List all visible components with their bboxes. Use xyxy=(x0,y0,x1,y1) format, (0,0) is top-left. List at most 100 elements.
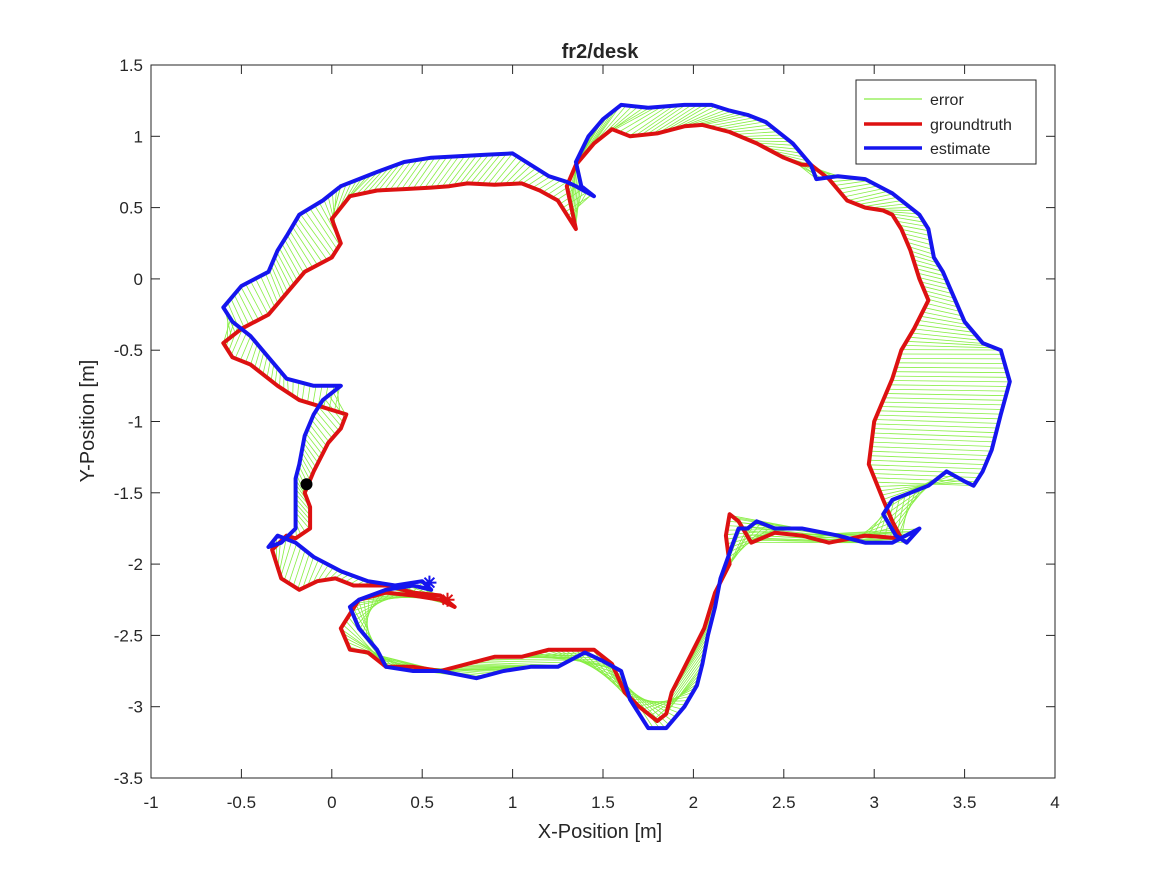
error-segment xyxy=(312,385,317,405)
start-point-marker xyxy=(300,478,313,491)
error-segment xyxy=(575,183,582,229)
error-segment xyxy=(922,285,953,294)
error-segment xyxy=(627,694,683,710)
error-segment xyxy=(696,113,744,126)
error-segment xyxy=(872,473,979,478)
series-lines xyxy=(221,102,1012,731)
error-segment xyxy=(896,220,927,227)
error-segment xyxy=(307,559,319,586)
error-segment xyxy=(312,561,324,584)
error-segment xyxy=(363,598,370,641)
y-tick-label: -2.5 xyxy=(114,626,143,645)
error-segment xyxy=(663,104,710,133)
error-segment xyxy=(890,213,922,219)
error-segment xyxy=(237,290,255,323)
error-segment xyxy=(870,468,982,474)
error-segment xyxy=(924,290,955,299)
error-segment xyxy=(750,140,791,143)
legend-label-groundtruth: groundtruth xyxy=(930,117,1012,134)
error-segment xyxy=(254,347,261,368)
error-segment xyxy=(880,406,1003,410)
error-segment xyxy=(920,315,968,325)
error-segment xyxy=(547,181,568,196)
error-segment xyxy=(920,281,951,290)
error-segment xyxy=(295,498,311,516)
error-segment xyxy=(301,383,305,402)
error-segment xyxy=(869,455,988,461)
error-segment xyxy=(708,117,755,127)
error-segment xyxy=(889,384,1009,387)
error-segment xyxy=(918,320,971,329)
error-segment xyxy=(234,332,247,359)
error-segment xyxy=(230,298,245,328)
error-segment xyxy=(926,294,957,303)
x-tick-label: -1 xyxy=(143,793,158,812)
error-segment xyxy=(299,460,311,481)
error-segment xyxy=(924,307,963,317)
error-segment xyxy=(270,265,285,296)
error-segment xyxy=(884,397,1005,401)
error-segment xyxy=(927,298,959,308)
error-segment xyxy=(499,159,523,185)
error-segment xyxy=(358,600,374,645)
error-segment xyxy=(294,222,323,263)
error-segment xyxy=(713,119,760,129)
error-segment xyxy=(284,239,304,274)
error-segment xyxy=(297,553,310,590)
error-segment xyxy=(537,178,556,191)
y-tick-label: 0.5 xyxy=(119,199,143,218)
error-segment xyxy=(875,419,999,424)
error-segment xyxy=(470,154,495,184)
y-axis-label: Y-Position [m] xyxy=(77,360,99,483)
error-segment xyxy=(336,388,341,413)
error-segment xyxy=(901,228,930,236)
y-axis-ticks: -3.5 -3 -2.5 -2 -1.5 -1 -0.5 0 0.5 1 1.5 xyxy=(114,56,1055,788)
error-segment xyxy=(245,283,264,318)
error-segment xyxy=(906,241,933,250)
error-segment xyxy=(640,104,686,136)
error-segment xyxy=(895,366,1006,369)
error-segment xyxy=(667,660,704,709)
error-segment xyxy=(872,437,994,443)
error-segment xyxy=(296,217,328,261)
error-segment xyxy=(406,157,430,190)
error-segment xyxy=(250,281,269,315)
error-segment xyxy=(646,104,692,135)
chart-title: fr2/desk xyxy=(562,41,640,63)
error-segment xyxy=(359,593,381,630)
error-segment xyxy=(522,170,541,184)
x-axis-label: X-Position [m] xyxy=(538,821,662,843)
error-segment xyxy=(900,492,911,539)
error-segment xyxy=(624,691,680,714)
x-tick-label: 3 xyxy=(869,793,878,812)
y-tick-label: 1.5 xyxy=(119,56,143,75)
error-segment xyxy=(288,546,302,584)
error-segment xyxy=(893,216,925,223)
error-segment xyxy=(873,423,998,429)
error-segment xyxy=(834,180,869,186)
error-segment xyxy=(904,345,995,349)
error-segment xyxy=(441,155,466,188)
error-segment xyxy=(894,371,1008,374)
error-segment xyxy=(882,401,1004,406)
error-segment xyxy=(266,359,271,378)
y-tick-label: -1 xyxy=(128,413,143,432)
error-segment xyxy=(295,512,310,530)
error-segment xyxy=(250,343,258,365)
error-segment xyxy=(245,339,255,363)
x-tick-label: 0.5 xyxy=(410,793,434,812)
error-segment xyxy=(755,142,795,146)
error-segment xyxy=(493,156,518,185)
error-segment xyxy=(274,256,292,289)
error-segment xyxy=(765,147,802,154)
error-segment xyxy=(278,247,298,281)
error-segment xyxy=(719,121,766,130)
error-segment xyxy=(255,278,272,312)
error-segment xyxy=(702,115,750,126)
error-segment xyxy=(916,268,945,277)
error-segment xyxy=(281,243,301,278)
error-segment xyxy=(447,155,472,187)
error-segment xyxy=(362,595,375,634)
error-segment xyxy=(296,381,300,399)
error-segment xyxy=(748,538,865,543)
